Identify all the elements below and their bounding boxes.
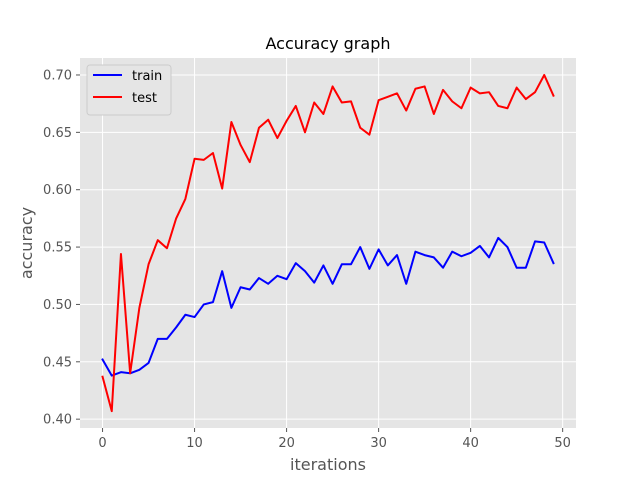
y-tick-labels: 0.40 0.45 0.50 0.55 0.60 0.65 0.70 [43,68,80,428]
y-tick-label: 0.60 [43,183,72,198]
x-tick-labels: 0 10 20 30 40 50 [98,428,571,451]
y-tick-label: 0.50 [43,298,72,313]
x-tick-label: 0 [98,436,106,451]
series-line-test [101,73,555,413]
plot-area [80,58,576,428]
series-lines [101,73,555,413]
x-tick-label: 10 [186,436,203,451]
y-tick-label: 0.40 [43,413,72,428]
legend-label-test: test [132,91,157,106]
chart-title: Accuracy graph [266,34,391,53]
x-tick-label: 30 [370,436,387,451]
legend-box [86,64,172,116]
x-tick-label: 20 [278,436,295,451]
y-tick-label: 0.65 [43,126,72,141]
y-tick-label: 0.70 [43,68,72,83]
x-tick-label: 40 [462,436,479,451]
x-axis-label: iterations [290,455,366,474]
y-tick-label: 0.55 [43,241,72,256]
legend-label-train: train [132,69,162,84]
y-tick-label: 0.45 [43,355,72,370]
x-tick-label: 50 [554,436,571,451]
legend: train test [86,64,172,116]
series-line-train [101,236,555,377]
y-axis-label: accuracy [17,207,36,279]
